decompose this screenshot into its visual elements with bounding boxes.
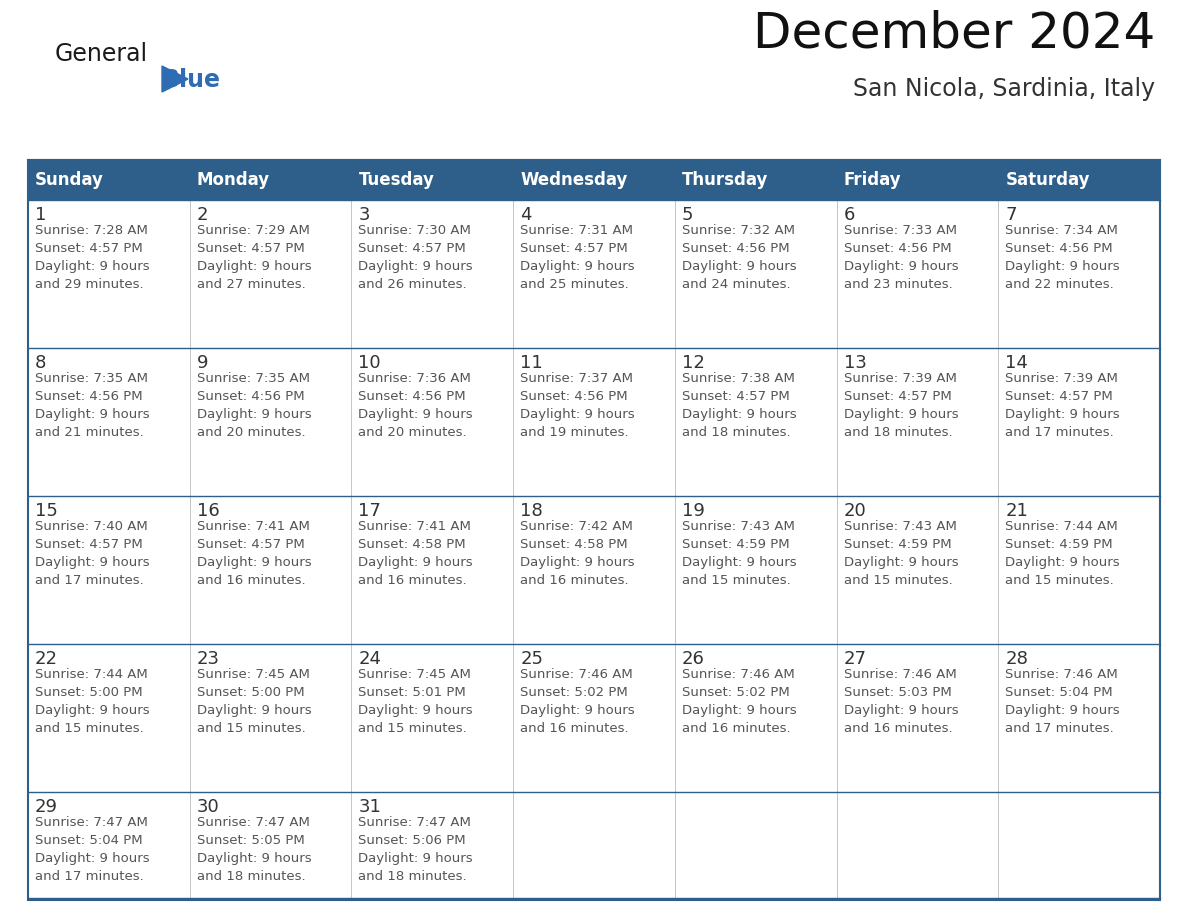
Text: 17: 17 — [359, 502, 381, 520]
Text: 28: 28 — [1005, 650, 1028, 668]
Text: Blue: Blue — [162, 68, 221, 92]
Text: Sunrise: 7:47 AM
Sunset: 5:04 PM
Daylight: 9 hours
and 17 minutes.: Sunrise: 7:47 AM Sunset: 5:04 PM Dayligh… — [34, 816, 150, 883]
Text: 25: 25 — [520, 650, 543, 668]
Text: 14: 14 — [1005, 354, 1028, 372]
Text: Sunrise: 7:39 AM
Sunset: 4:57 PM
Daylight: 9 hours
and 18 minutes.: Sunrise: 7:39 AM Sunset: 4:57 PM Dayligh… — [843, 372, 959, 439]
Text: Sunrise: 7:44 AM
Sunset: 4:59 PM
Daylight: 9 hours
and 15 minutes.: Sunrise: 7:44 AM Sunset: 4:59 PM Dayligh… — [1005, 520, 1120, 587]
Text: 18: 18 — [520, 502, 543, 520]
Text: Sunrise: 7:38 AM
Sunset: 4:57 PM
Daylight: 9 hours
and 18 minutes.: Sunrise: 7:38 AM Sunset: 4:57 PM Dayligh… — [682, 372, 796, 439]
Text: General: General — [55, 42, 148, 66]
Bar — [29, 160, 1159, 900]
Text: Sunrise: 7:46 AM
Sunset: 5:02 PM
Daylight: 9 hours
and 16 minutes.: Sunrise: 7:46 AM Sunset: 5:02 PM Dayligh… — [520, 668, 634, 735]
Text: 20: 20 — [843, 502, 866, 520]
Text: 19: 19 — [682, 502, 704, 520]
Bar — [29, 160, 1159, 200]
Text: 30: 30 — [197, 798, 220, 816]
Text: 15: 15 — [34, 502, 58, 520]
Text: 4: 4 — [520, 206, 532, 224]
Text: Sunrise: 7:31 AM
Sunset: 4:57 PM
Daylight: 9 hours
and 25 minutes.: Sunrise: 7:31 AM Sunset: 4:57 PM Dayligh… — [520, 224, 634, 291]
Text: 8: 8 — [34, 354, 46, 372]
Bar — [29, 644, 1159, 792]
Text: Sunrise: 7:35 AM
Sunset: 4:56 PM
Daylight: 9 hours
and 21 minutes.: Sunrise: 7:35 AM Sunset: 4:56 PM Dayligh… — [34, 372, 150, 439]
Text: Sunrise: 7:32 AM
Sunset: 4:56 PM
Daylight: 9 hours
and 24 minutes.: Sunrise: 7:32 AM Sunset: 4:56 PM Dayligh… — [682, 224, 796, 291]
Text: Sunrise: 7:46 AM
Sunset: 5:04 PM
Daylight: 9 hours
and 17 minutes.: Sunrise: 7:46 AM Sunset: 5:04 PM Dayligh… — [1005, 668, 1120, 735]
Text: Sunrise: 7:39 AM
Sunset: 4:57 PM
Daylight: 9 hours
and 17 minutes.: Sunrise: 7:39 AM Sunset: 4:57 PM Dayligh… — [1005, 372, 1120, 439]
Text: 10: 10 — [359, 354, 381, 372]
Text: Sunrise: 7:28 AM
Sunset: 4:57 PM
Daylight: 9 hours
and 29 minutes.: Sunrise: 7:28 AM Sunset: 4:57 PM Dayligh… — [34, 224, 150, 291]
Text: Sunrise: 7:30 AM
Sunset: 4:57 PM
Daylight: 9 hours
and 26 minutes.: Sunrise: 7:30 AM Sunset: 4:57 PM Dayligh… — [359, 224, 473, 291]
Text: Sunrise: 7:47 AM
Sunset: 5:06 PM
Daylight: 9 hours
and 18 minutes.: Sunrise: 7:47 AM Sunset: 5:06 PM Dayligh… — [359, 816, 473, 883]
Bar — [29, 200, 1159, 348]
Text: Sunrise: 7:29 AM
Sunset: 4:57 PM
Daylight: 9 hours
and 27 minutes.: Sunrise: 7:29 AM Sunset: 4:57 PM Dayligh… — [197, 224, 311, 291]
Text: Sunrise: 7:47 AM
Sunset: 5:05 PM
Daylight: 9 hours
and 18 minutes.: Sunrise: 7:47 AM Sunset: 5:05 PM Dayligh… — [197, 816, 311, 883]
Text: Thursday: Thursday — [682, 171, 769, 189]
Bar — [29, 792, 1159, 898]
Text: 3: 3 — [359, 206, 369, 224]
Text: 23: 23 — [197, 650, 220, 668]
Text: Sunrise: 7:41 AM
Sunset: 4:58 PM
Daylight: 9 hours
and 16 minutes.: Sunrise: 7:41 AM Sunset: 4:58 PM Dayligh… — [359, 520, 473, 587]
Text: Monday: Monday — [197, 171, 270, 189]
Bar — [29, 496, 1159, 644]
Text: San Nicola, Sardinia, Italy: San Nicola, Sardinia, Italy — [853, 77, 1155, 101]
Text: Sunrise: 7:43 AM
Sunset: 4:59 PM
Daylight: 9 hours
and 15 minutes.: Sunrise: 7:43 AM Sunset: 4:59 PM Dayligh… — [843, 520, 959, 587]
Text: December 2024: December 2024 — [753, 10, 1155, 58]
Text: 1: 1 — [34, 206, 46, 224]
Bar — [29, 348, 1159, 496]
Text: 16: 16 — [197, 502, 220, 520]
Text: Sunrise: 7:46 AM
Sunset: 5:03 PM
Daylight: 9 hours
and 16 minutes.: Sunrise: 7:46 AM Sunset: 5:03 PM Dayligh… — [843, 668, 959, 735]
Text: 11: 11 — [520, 354, 543, 372]
Text: 21: 21 — [1005, 502, 1028, 520]
Text: Sunrise: 7:33 AM
Sunset: 4:56 PM
Daylight: 9 hours
and 23 minutes.: Sunrise: 7:33 AM Sunset: 4:56 PM Dayligh… — [843, 224, 959, 291]
Text: Wednesday: Wednesday — [520, 171, 627, 189]
Text: 27: 27 — [843, 650, 866, 668]
Text: Sunrise: 7:36 AM
Sunset: 4:56 PM
Daylight: 9 hours
and 20 minutes.: Sunrise: 7:36 AM Sunset: 4:56 PM Dayligh… — [359, 372, 473, 439]
Text: Sunrise: 7:44 AM
Sunset: 5:00 PM
Daylight: 9 hours
and 15 minutes.: Sunrise: 7:44 AM Sunset: 5:00 PM Dayligh… — [34, 668, 150, 735]
Text: 31: 31 — [359, 798, 381, 816]
Text: Saturday: Saturday — [1005, 171, 1089, 189]
Text: 5: 5 — [682, 206, 694, 224]
Text: Sunrise: 7:46 AM
Sunset: 5:02 PM
Daylight: 9 hours
and 16 minutes.: Sunrise: 7:46 AM Sunset: 5:02 PM Dayligh… — [682, 668, 796, 735]
Text: Sunday: Sunday — [34, 171, 103, 189]
Text: Sunrise: 7:45 AM
Sunset: 5:01 PM
Daylight: 9 hours
and 15 minutes.: Sunrise: 7:45 AM Sunset: 5:01 PM Dayligh… — [359, 668, 473, 735]
Text: Tuesday: Tuesday — [359, 171, 435, 189]
Text: Sunrise: 7:35 AM
Sunset: 4:56 PM
Daylight: 9 hours
and 20 minutes.: Sunrise: 7:35 AM Sunset: 4:56 PM Dayligh… — [197, 372, 311, 439]
Text: 26: 26 — [682, 650, 704, 668]
Text: 12: 12 — [682, 354, 704, 372]
Text: Sunrise: 7:42 AM
Sunset: 4:58 PM
Daylight: 9 hours
and 16 minutes.: Sunrise: 7:42 AM Sunset: 4:58 PM Dayligh… — [520, 520, 634, 587]
Text: 7: 7 — [1005, 206, 1017, 224]
Text: Sunrise: 7:43 AM
Sunset: 4:59 PM
Daylight: 9 hours
and 15 minutes.: Sunrise: 7:43 AM Sunset: 4:59 PM Dayligh… — [682, 520, 796, 587]
Text: 22: 22 — [34, 650, 58, 668]
Text: 13: 13 — [843, 354, 866, 372]
Text: 29: 29 — [34, 798, 58, 816]
Text: Sunrise: 7:41 AM
Sunset: 4:57 PM
Daylight: 9 hours
and 16 minutes.: Sunrise: 7:41 AM Sunset: 4:57 PM Dayligh… — [197, 520, 311, 587]
Text: 9: 9 — [197, 354, 208, 372]
Text: 24: 24 — [359, 650, 381, 668]
Text: 2: 2 — [197, 206, 208, 224]
Text: Sunrise: 7:45 AM
Sunset: 5:00 PM
Daylight: 9 hours
and 15 minutes.: Sunrise: 7:45 AM Sunset: 5:00 PM Dayligh… — [197, 668, 311, 735]
Text: Friday: Friday — [843, 171, 902, 189]
Polygon shape — [162, 66, 188, 92]
Text: Sunrise: 7:37 AM
Sunset: 4:56 PM
Daylight: 9 hours
and 19 minutes.: Sunrise: 7:37 AM Sunset: 4:56 PM Dayligh… — [520, 372, 634, 439]
Text: 6: 6 — [843, 206, 855, 224]
Text: Sunrise: 7:34 AM
Sunset: 4:56 PM
Daylight: 9 hours
and 22 minutes.: Sunrise: 7:34 AM Sunset: 4:56 PM Dayligh… — [1005, 224, 1120, 291]
Text: Sunrise: 7:40 AM
Sunset: 4:57 PM
Daylight: 9 hours
and 17 minutes.: Sunrise: 7:40 AM Sunset: 4:57 PM Dayligh… — [34, 520, 150, 587]
